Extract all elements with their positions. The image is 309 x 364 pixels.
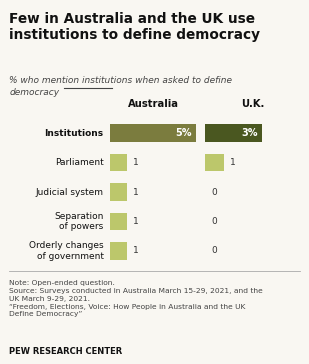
Text: 1: 1	[230, 158, 236, 167]
Text: Parliament: Parliament	[55, 158, 104, 167]
Text: 0: 0	[211, 187, 217, 197]
Text: Note: Open-ended question.
Source: Surveys conducted in Australia March 15-29, 2: Note: Open-ended question. Source: Surve…	[9, 280, 263, 317]
Text: 0: 0	[211, 246, 217, 256]
Text: Australia: Australia	[127, 99, 179, 109]
Text: U.K.: U.K.	[241, 99, 264, 109]
Bar	[110, 213, 127, 230]
Text: 3%: 3%	[241, 128, 257, 138]
Text: 5%: 5%	[175, 128, 192, 138]
Bar	[110, 242, 127, 260]
Text: 0: 0	[211, 217, 217, 226]
Text: Few in Australia and the UK use
institutions to define democracy: Few in Australia and the UK use institut…	[9, 12, 260, 42]
Text: Judicial system: Judicial system	[36, 187, 104, 197]
Text: Separation
of powers: Separation of powers	[54, 212, 104, 231]
Text: 1: 1	[133, 187, 138, 197]
Text: % who mention institutions when asked to define
democracy: % who mention institutions when asked to…	[9, 76, 232, 97]
Text: Institutions: Institutions	[44, 128, 104, 138]
Bar	[110, 124, 196, 142]
Text: 1: 1	[133, 246, 138, 256]
Bar	[205, 124, 262, 142]
Text: 1: 1	[133, 217, 138, 226]
Bar	[205, 154, 224, 171]
Bar	[110, 154, 127, 171]
Text: PEW RESEARCH CENTER: PEW RESEARCH CENTER	[9, 347, 123, 356]
Text: 1: 1	[133, 158, 138, 167]
Bar	[110, 183, 127, 201]
Text: Orderly changes
of government: Orderly changes of government	[29, 241, 104, 261]
